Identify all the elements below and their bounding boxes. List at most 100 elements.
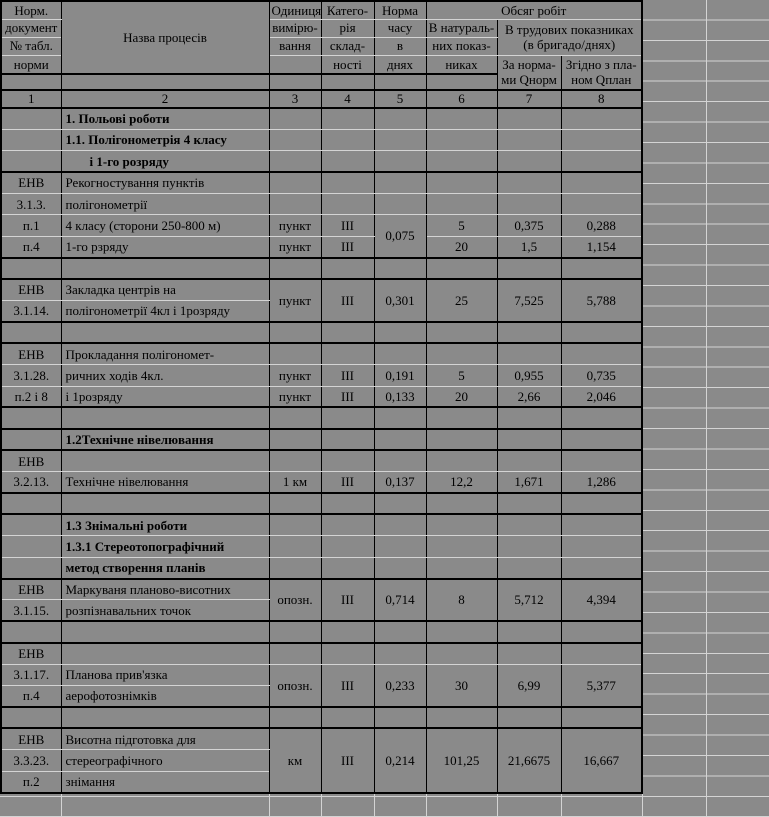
table-cell[interactable]: Обсяг робіт (425, 1, 643, 20)
table-cell[interactable] (560, 428, 643, 452)
table-cell[interactable] (0, 108, 62, 130)
table-cell[interactable] (496, 642, 562, 665)
table-cell[interactable]: 0,714 (373, 578, 427, 623)
table-cell[interactable] (373, 642, 427, 665)
table-cell[interactable] (496, 257, 562, 281)
table-cell[interactable] (425, 129, 498, 152)
table-cell[interactable]: III (320, 664, 375, 708)
table-cell[interactable] (425, 407, 498, 430)
table-cell[interactable] (60, 493, 270, 516)
table-cell[interactable] (373, 193, 427, 216)
table-cell[interactable]: 0,955 (496, 364, 562, 387)
table-cell[interactable] (268, 257, 322, 281)
table-cell[interactable]: 3.1.17. (0, 664, 62, 687)
table-cell[interactable] (0, 74, 62, 91)
table-cell[interactable] (268, 706, 322, 730)
table-cell[interactable] (373, 343, 427, 366)
table-cell[interactable] (373, 706, 427, 730)
table-cell[interactable] (268, 642, 322, 665)
table-cell[interactable] (320, 493, 375, 516)
table-cell[interactable] (60, 450, 270, 473)
table-cell[interactable] (425, 514, 498, 537)
table-cell[interactable] (320, 642, 375, 665)
table-cell[interactable] (0, 706, 62, 730)
table-cell[interactable]: опозн. (268, 664, 322, 708)
table-cell[interactable]: ЕНВ (0, 172, 62, 195)
table-cell[interactable]: стереографічного (60, 749, 270, 772)
table-cell[interactable]: Одиниця (268, 1, 322, 20)
table-cell[interactable] (560, 621, 643, 644)
table-cell[interactable] (268, 407, 322, 430)
table-cell[interactable] (320, 150, 375, 174)
table-cell[interactable]: III (320, 471, 375, 495)
table-cell[interactable]: Маркуваня планово-висотних (60, 578, 270, 601)
table-cell[interactable]: 30 (425, 664, 498, 708)
table-cell[interactable] (320, 557, 375, 580)
table-cell[interactable]: п.4 (0, 236, 62, 259)
table-cell[interactable]: ЕНВ (0, 279, 62, 302)
table-cell[interactable] (268, 129, 322, 152)
table-cell[interactable] (268, 55, 322, 75)
table-cell[interactable]: В натураль- (425, 19, 498, 38)
table-cell[interactable]: вання (268, 37, 322, 56)
table-cell[interactable] (496, 706, 562, 730)
table-cell[interactable] (320, 321, 375, 345)
table-cell[interactable]: 5 (373, 90, 427, 109)
table-cell[interactable]: часу (373, 19, 427, 38)
table-cell[interactable]: 3.1.28. (0, 364, 62, 387)
table-cell[interactable]: знімання (60, 771, 270, 794)
table-cell[interactable]: 8 (425, 578, 498, 623)
table-cell[interactable] (560, 514, 643, 537)
table-cell[interactable]: Технічне нівелювання (60, 471, 270, 495)
table-cell[interactable]: 4 класу (сторони 250-800 м) (60, 214, 270, 237)
table-cell[interactable]: 8 (560, 90, 643, 109)
table-cell[interactable] (496, 407, 562, 430)
table-cell[interactable]: п.2 і 8 (0, 386, 62, 409)
table-cell[interactable]: Норм. (0, 1, 62, 20)
table-cell[interactable]: III (320, 214, 375, 237)
table-cell[interactable]: III (320, 386, 375, 409)
table-cell[interactable] (373, 535, 427, 558)
table-cell[interactable] (425, 450, 498, 473)
table-cell[interactable] (60, 621, 270, 644)
table-cell[interactable]: 1.3.1 Стереотопографічний (60, 535, 270, 558)
table-cell[interactable]: 3.1.3. (0, 193, 62, 216)
table-cell[interactable] (320, 74, 375, 91)
table-cell[interactable] (496, 108, 562, 130)
table-cell[interactable] (496, 321, 562, 345)
table-cell[interactable]: пункт (268, 236, 322, 259)
table-cell[interactable] (425, 257, 498, 281)
table-cell[interactable]: 5 (425, 214, 498, 237)
table-cell[interactable] (60, 321, 270, 345)
table-cell[interactable] (268, 108, 322, 130)
table-cell[interactable]: 12,2 (425, 471, 498, 495)
table-cell[interactable]: III (320, 728, 375, 794)
table-cell[interactable] (60, 642, 270, 665)
table-cell[interactable] (60, 706, 270, 730)
table-cell[interactable] (320, 129, 375, 152)
table-cell[interactable] (320, 514, 375, 537)
table-cell[interactable]: 4 (320, 90, 375, 109)
table-cell[interactable]: 1,286 (560, 471, 643, 495)
table-cell[interactable]: склад- (320, 37, 375, 56)
table-cell[interactable] (373, 621, 427, 644)
table-cell[interactable]: 0,191 (373, 364, 427, 387)
table-cell[interactable]: Згідно з пла-ном Qплан (560, 55, 643, 91)
table-cell[interactable] (373, 257, 427, 281)
table-cell[interactable]: 25 (425, 279, 498, 323)
table-cell[interactable]: 0,288 (560, 214, 643, 237)
table-cell[interactable]: 1.1. Полігонометрія 4 класу (60, 129, 270, 152)
table-cell[interactable] (60, 407, 270, 430)
table-cell[interactable]: 0,375 (496, 214, 562, 237)
table-cell[interactable]: 0,233 (373, 664, 427, 708)
table-cell[interactable]: рія (320, 19, 375, 38)
table-cell[interactable] (373, 557, 427, 580)
table-cell[interactable]: ЕНВ (0, 343, 62, 366)
table-cell[interactable]: ричних ходів 4кл. (60, 364, 270, 387)
table-cell[interactable]: 0,133 (373, 386, 427, 409)
table-cell[interactable] (320, 706, 375, 730)
table-cell[interactable]: км (268, 728, 322, 794)
table-cell[interactable] (320, 108, 375, 130)
table-cell[interactable] (320, 172, 375, 195)
table-cell[interactable] (0, 493, 62, 516)
